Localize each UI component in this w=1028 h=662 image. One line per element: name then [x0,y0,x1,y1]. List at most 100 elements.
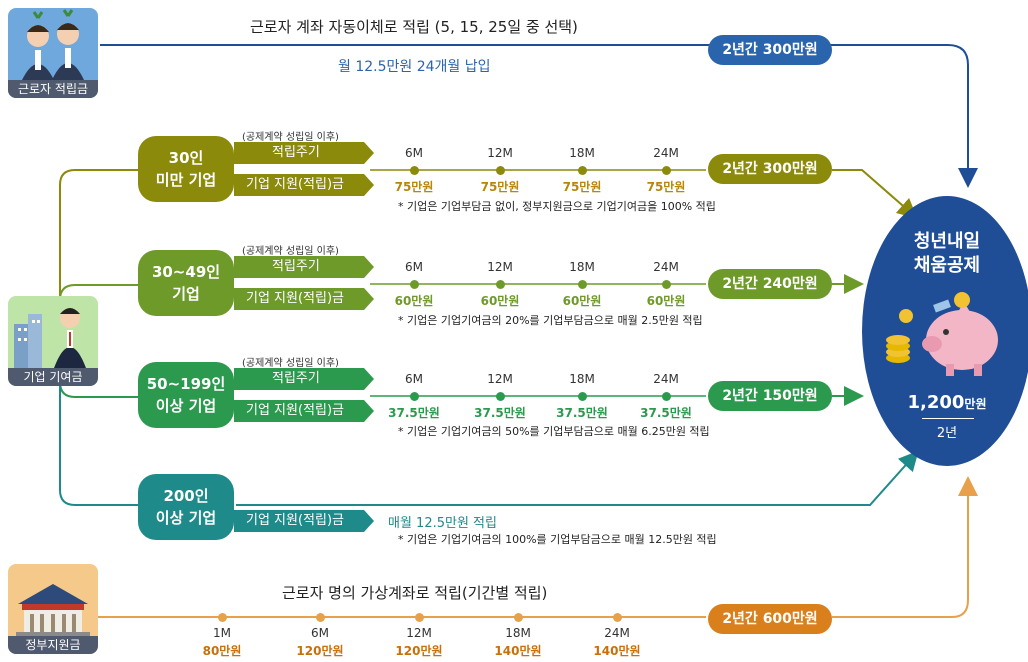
support-amount: 75만원 [394,180,434,194]
month-label: 18M [569,146,595,160]
month-label: 12M [487,260,513,274]
government-icon: 정부지원금 [8,564,98,654]
tier-under-30: 30인 미만 기업 [138,136,234,202]
timeline-dot [496,392,505,401]
tier-30-49-line1: 30~49인 [151,263,221,281]
timeline-dot [514,613,523,622]
gov-amount: 140만원 [494,644,542,658]
result-circle: 청년내일 채움공제 1,200만원 2년 [862,196,1028,466]
month-label: 6M [405,372,423,386]
worker-icon-label: 근로자 적립금 [8,80,98,98]
tier-50-199: 50~199인 이상 기업 [138,362,234,428]
monthly-amount: 매월 12.5만원 적립 [388,516,497,531]
month-label: 18M [569,372,595,386]
result-amount-unit: 만원 [964,397,987,411]
month-label: 6M [405,260,423,274]
tier-note: * 기업은 기업기여금의 20%를 기업부담금으로 매월 2.5만원 적립 [398,314,703,327]
month-label: 24M [653,372,679,386]
month-label: 18M [569,260,595,274]
support-amount: 60만원 [394,294,434,308]
tier-total: 2년간 240만원 [708,269,832,299]
timeline-dot [415,613,424,622]
contract-note: (공제계약 성립일 이후) [242,132,339,143]
tier-note: * 기업은 기업부담금 없이, 정부지원금으로 기업기여금을 100% 적립 [398,200,716,213]
result-amount-value: 1,200 [907,392,965,413]
timeline-dot [410,280,419,289]
month-label: 6M [311,626,329,640]
support-amount: 60만원 [562,294,602,308]
timeline-dot [662,280,671,289]
government-icon-label: 정부지원금 [8,636,98,654]
month-label: 12M [406,626,432,640]
timeline-dot [316,613,325,622]
cycle-label: 적립주기 [234,256,374,278]
tier-200-plus-line2: 이상 기업 [155,509,217,527]
gov-amount: 140만원 [593,644,641,658]
gov-amount: 80만원 [202,644,242,658]
cycle-label: 적립주기 [234,142,374,164]
worker-total: 2년간 300만원 [708,35,832,65]
result-title-line2: 채움공제 [913,255,981,276]
gov-total: 2년간 600만원 [708,604,832,634]
tier-total: 2년간 150만원 [708,381,832,411]
tier-50-199-line2: 이상 기업 [155,397,217,415]
contract-note: (공제계약 성립일 이후) [242,358,339,369]
support-label: 기업 지원(적립)금 [234,174,374,196]
support-amount: 75만원 [480,180,520,194]
month-label: 12M [487,146,513,160]
timeline-dot [218,613,227,622]
tier-note: * 기업은 기업기여금의 50%를 기업부담금으로 매월 6.25만원 적립 [398,425,710,438]
month-label: 12M [487,372,513,386]
support-amount: 37.5만원 [640,406,692,420]
piggy-bank-icon [886,292,998,376]
tier-200-plus-line1: 200인 [163,487,209,505]
result-title-line1: 청년내일 [913,231,981,252]
timeline-dot [578,280,587,289]
timeline-dot [496,166,505,175]
tier-note: * 기업은 기업기여금의 100%를 기업부담금으로 매월 12.5만원 적립 [398,533,717,546]
company-icon: 기업 기여금 [8,296,98,386]
worker-title: 근로자 계좌 자동이체로 적립 (5, 15, 25일 중 선택) [250,18,578,36]
month-label: 1M [213,626,231,640]
support-amount: 37.5만원 [556,406,608,420]
month-label: 24M [653,260,679,274]
result-amount: 1,200만원 [862,392,1028,413]
support-amount: 37.5만원 [388,406,440,420]
support-amount: 75만원 [646,180,686,194]
timeline-dot [662,166,671,175]
gov-title: 근로자 명의 가상계좌로 적립(기간별 적립) [282,584,548,602]
timeline-dot [662,392,671,401]
timeline-dot [578,392,587,401]
support-label: 기업 지원(적립)금 [234,400,374,422]
cycle-label: 적립주기 [234,368,374,390]
timeline-dot [613,613,622,622]
company-icon-label: 기업 기여금 [8,368,98,386]
month-label: 6M [405,146,423,160]
timeline-dot [578,166,587,175]
support-amount: 60만원 [480,294,520,308]
tier-under-30-line2: 미만 기업 [155,171,217,189]
month-label: 24M [604,626,630,640]
tier-total: 2년간 300만원 [708,154,832,184]
result-period: 2년 [936,426,958,441]
tier-30-49-line2: 기업 [172,285,200,303]
support-amount: 75만원 [562,180,602,194]
support-amount: 37.5만원 [474,406,526,420]
tier-200-plus: 200인 이상 기업 [138,474,234,540]
timeline-dot [496,280,505,289]
tier-30-49: 30~49인 기업 [138,250,234,316]
support-label: 기업 지원(적립)금 [234,288,374,310]
month-label: 18M [505,626,531,640]
support-amount: 60만원 [646,294,686,308]
gov-amount: 120만원 [296,644,344,658]
tier-50-199-line1: 50~199인 [146,375,226,393]
support-label: 기업 지원(적립)금 [234,510,374,532]
worker-icon: 근로자 적립금 [8,8,98,98]
result-divider [922,418,974,419]
worker-subtitle: 월 12.5만원 24개월 납입 [338,59,491,75]
month-label: 24M [653,146,679,160]
gov-amount: 120만원 [395,644,443,658]
tier-under-30-line1: 30인 [168,149,204,167]
contract-note: (공제계약 성립일 이후) [242,246,339,257]
